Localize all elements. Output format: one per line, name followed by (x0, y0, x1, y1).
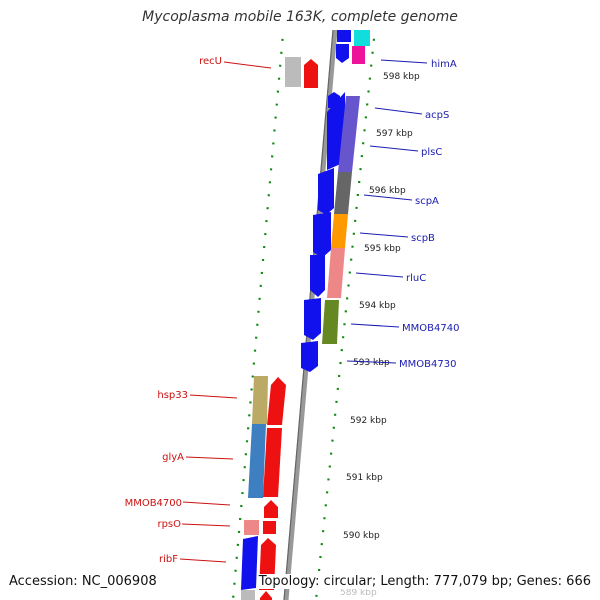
gene-leader-line (350, 323, 400, 328)
gene-block[interactable] (334, 172, 352, 214)
gene-block[interactable] (327, 248, 345, 298)
gene-label[interactable]: acpS (425, 110, 449, 121)
gene-leader-line (223, 61, 272, 69)
gene-block[interactable] (318, 168, 334, 215)
gene-leader-line (355, 272, 404, 278)
gene-label[interactable]: scpB (411, 233, 435, 244)
gene-leader-line (346, 360, 397, 364)
gene-leader-line (359, 232, 409, 238)
gene-leader-line (179, 558, 227, 563)
gene-label[interactable]: hsp33 (157, 390, 188, 401)
gene-leader-line (374, 107, 423, 115)
gene-label[interactable]: rluC (406, 273, 426, 284)
gene-leader-line (185, 456, 234, 460)
gene-block[interactable] (301, 341, 318, 372)
gene-label[interactable]: plsC (421, 147, 442, 158)
gene-label[interactable]: recU (199, 56, 222, 67)
tick-label: 594 kbp (359, 301, 396, 311)
gene-leader-line (181, 523, 231, 527)
tick-label: 589 kbp (340, 588, 377, 598)
gene-leader-line (182, 501, 231, 506)
gene-block[interactable] (313, 212, 331, 258)
gene-block[interactable] (244, 520, 259, 535)
gene-block[interactable] (248, 424, 266, 498)
gene-label[interactable]: glyA (162, 452, 184, 463)
gene-label[interactable]: himA (431, 59, 457, 70)
gene-block[interactable] (304, 59, 318, 88)
inner-dotted-ruler (231, 30, 285, 600)
tick-label: 595 kbp (364, 244, 401, 254)
gene-block[interactable] (354, 30, 370, 46)
gene-label[interactable]: MMOB4730 (399, 359, 456, 370)
tick-label: 591 kbp (346, 473, 383, 483)
gene-block[interactable] (304, 298, 321, 340)
gene-label[interactable]: rpsO (157, 519, 181, 530)
gene-label[interactable]: MMOB4700 (125, 498, 182, 509)
gene-block[interactable] (252, 376, 268, 424)
gene-block[interactable] (263, 428, 282, 497)
gene-label[interactable]: ribF (159, 554, 178, 565)
gene-leader-line (189, 394, 238, 399)
gene-block[interactable] (338, 96, 360, 172)
gene-block[interactable] (260, 591, 272, 600)
gene-block[interactable] (352, 46, 365, 64)
tick-label: 597 kbp (376, 129, 413, 139)
gene-leader-line (380, 59, 428, 64)
tick-label: 598 kbp (383, 72, 420, 82)
gene-block[interactable] (264, 500, 278, 518)
tick-label: 592 kbp (350, 416, 387, 426)
gene-block[interactable] (322, 300, 339, 344)
gene-block[interactable] (263, 521, 276, 534)
tick-label: 593 kbp (353, 358, 390, 368)
accession-text: Accession: NC_006908 (9, 574, 157, 589)
gene-label[interactable]: MMOB4740 (402, 323, 459, 334)
gene-block[interactable] (241, 590, 255, 600)
map-title: Mycoplasma mobile 163K, complete genome (142, 9, 458, 25)
gene-block[interactable] (310, 255, 325, 297)
gene-block[interactable] (285, 57, 301, 87)
gene-leader-line (369, 145, 419, 152)
gene-label[interactable]: scpA (415, 196, 439, 207)
gene-block[interactable] (267, 377, 286, 425)
gene-block[interactable] (241, 536, 258, 590)
topology-text: Topology: circular; Length: 777,079 bp; … (258, 574, 591, 589)
tick-label: 596 kbp (369, 186, 406, 196)
gene-block[interactable] (337, 30, 351, 42)
tick-label: 590 kbp (343, 531, 380, 541)
gene-block[interactable] (336, 44, 349, 63)
gene-leader-line (363, 194, 413, 201)
gene-block[interactable] (331, 214, 348, 248)
